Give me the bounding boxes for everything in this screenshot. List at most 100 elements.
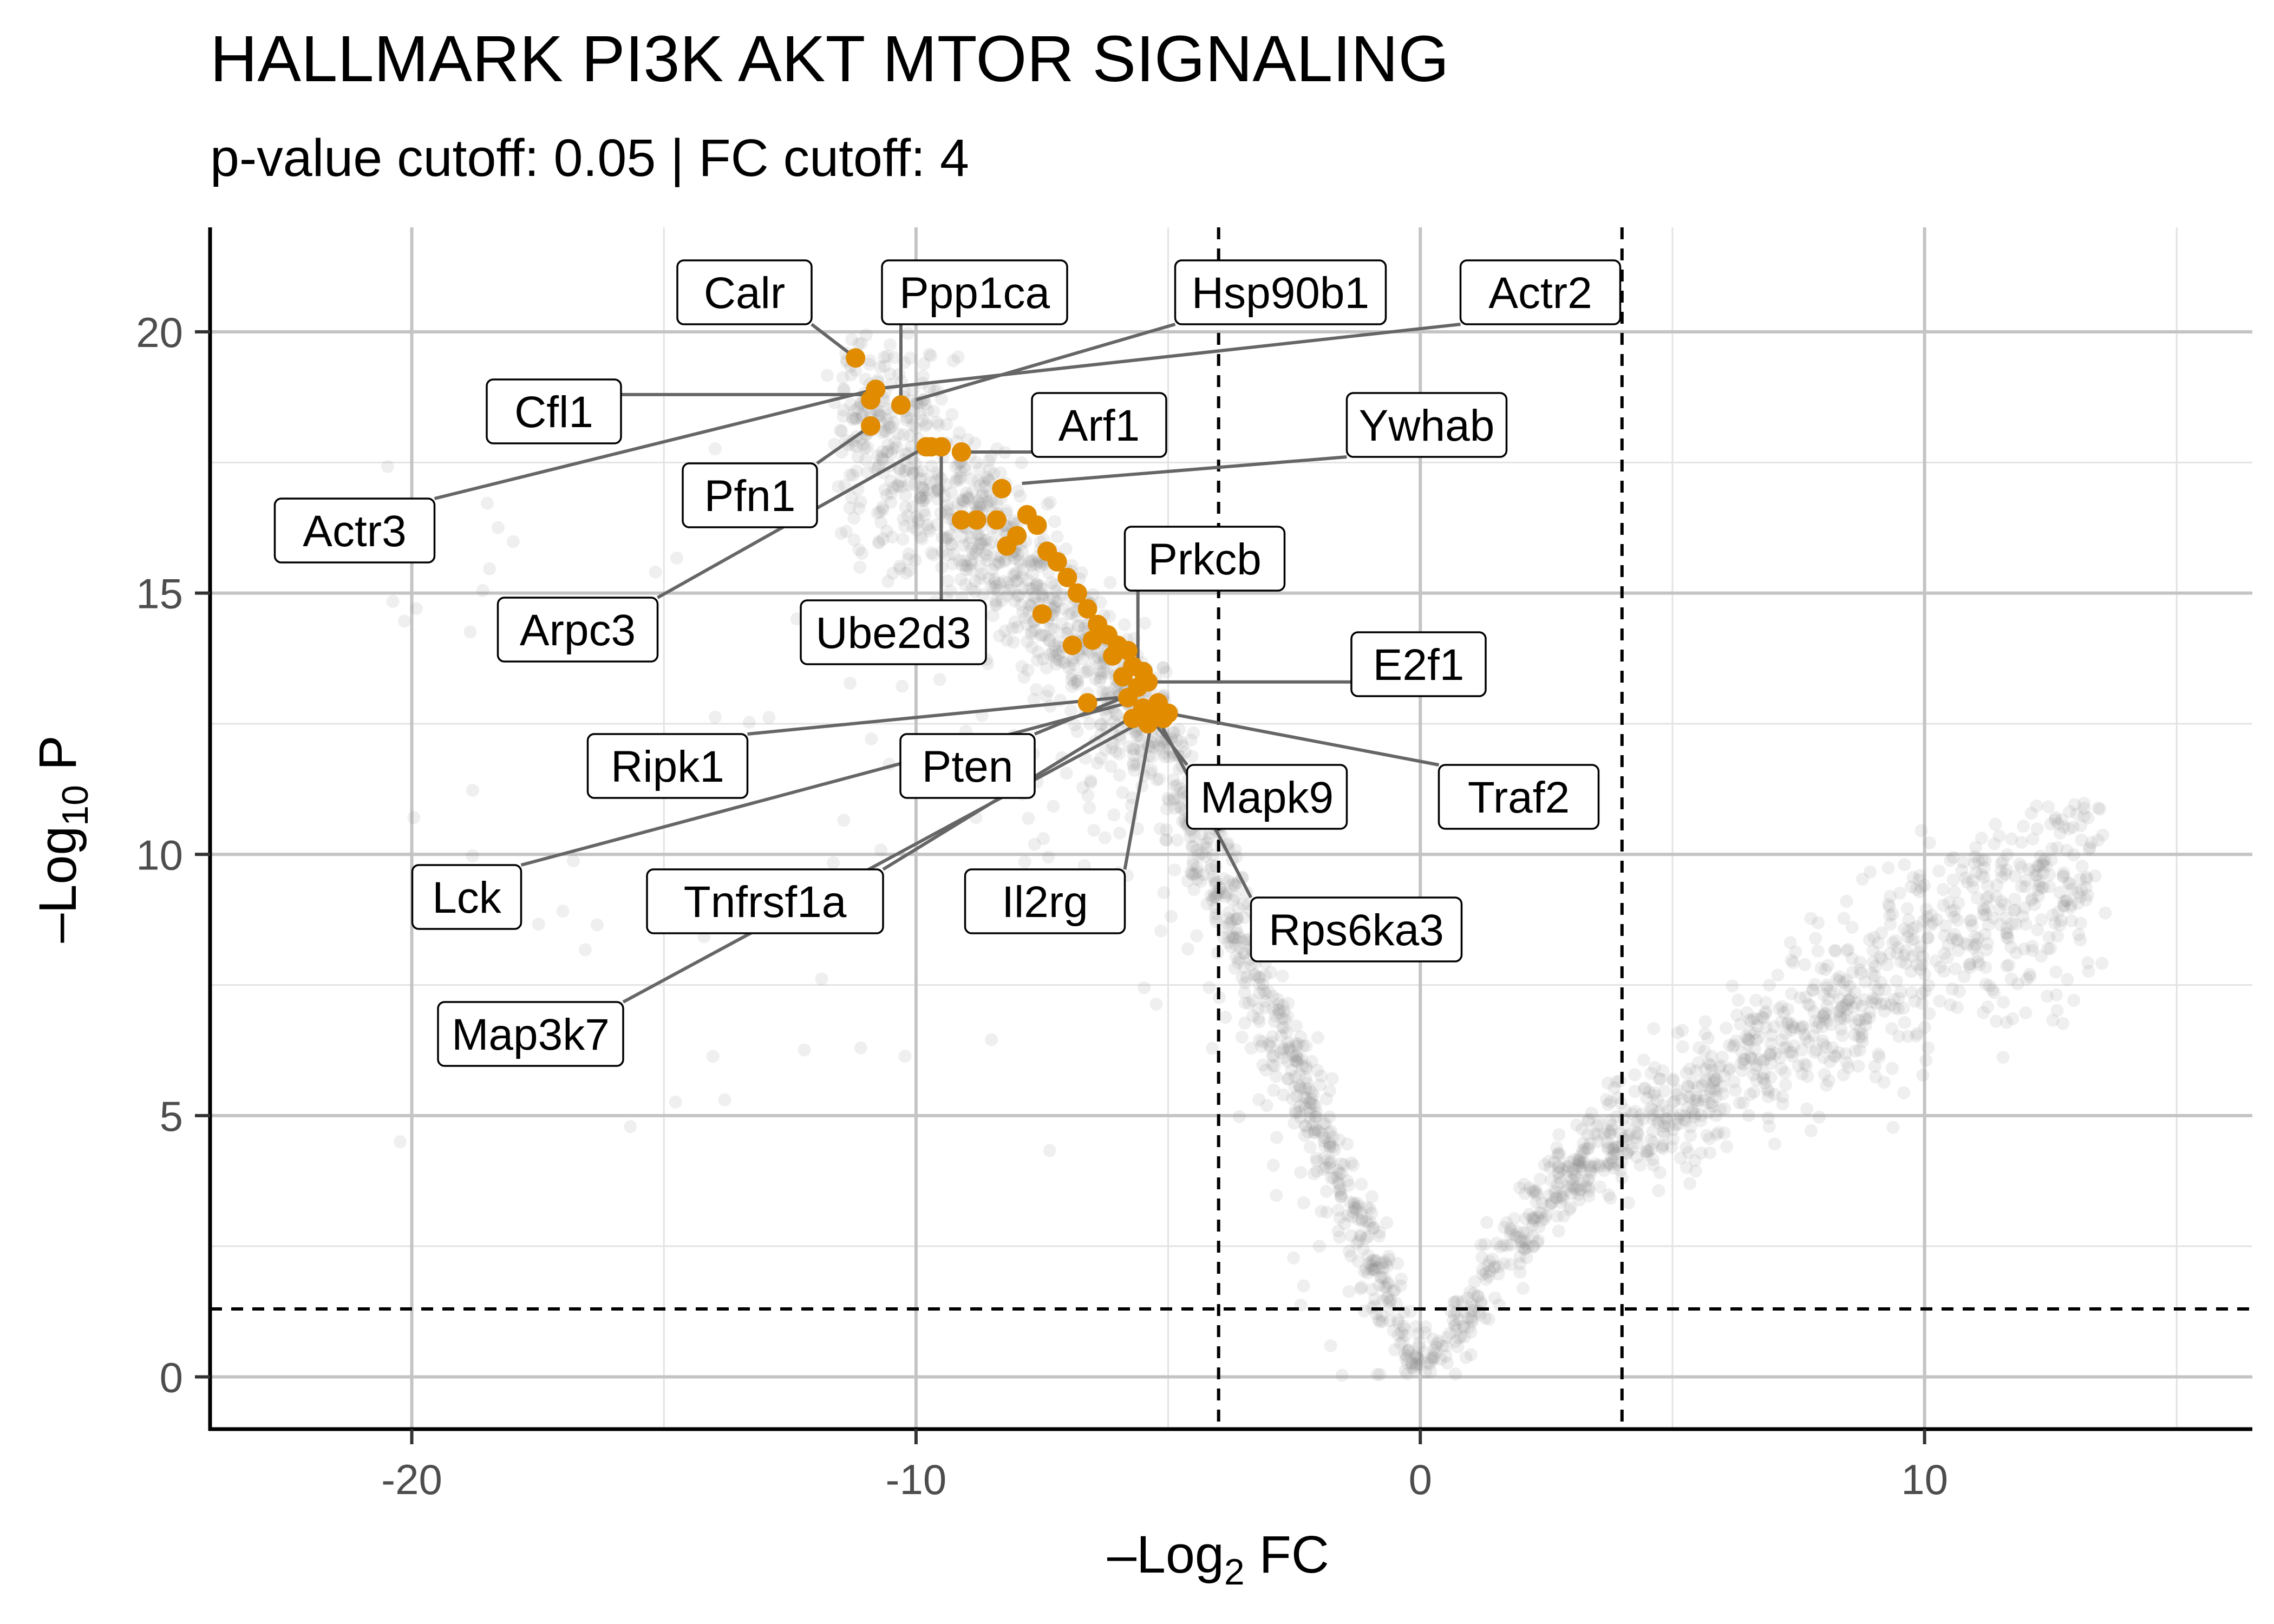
background-point [1192,849,1205,862]
background-point [875,450,889,463]
background-point [871,506,884,520]
background-point [913,491,927,505]
background-point [1168,793,1181,806]
background-point [1101,685,1115,699]
background-point [1259,1063,1272,1077]
background-point [1292,1105,1306,1119]
background-point [1397,1319,1410,1333]
background-point [1018,611,1032,624]
background-point [1689,1064,1703,1078]
background-point [890,440,904,454]
background-point [1160,823,1173,837]
background-point [1820,1079,1833,1092]
background-point [1205,859,1218,872]
background-point [1607,1147,1620,1161]
background-point [1839,984,1853,998]
background-point [1381,1278,1395,1291]
background-point [1734,1017,1747,1031]
background-point [2049,965,2063,979]
background-point [1520,1225,1534,1239]
background-point [1264,966,1277,979]
chart-title: HALLMARK PI3K AKT MTOR SIGNALING [210,22,1449,95]
background-point [988,575,1002,589]
background-point [1056,656,1069,669]
background-point [2096,828,2109,842]
background-point [1310,1151,1323,1165]
background-point [966,484,979,498]
gene-label: Arpc3 [496,597,659,663]
x-axis-title-subscript: 2 [1224,1551,1245,1593]
background-point [1312,1124,1325,1138]
background-point [1346,1205,1360,1219]
background-point [1062,661,1076,675]
background-point [883,338,897,351]
background-point [1559,1184,1573,1197]
background-point [1041,497,1054,511]
background-point [888,436,902,449]
background-point [1919,984,1932,998]
background-point [1352,1234,1365,1248]
background-point [1076,652,1089,666]
background-point [1305,1055,1318,1068]
background-point [1365,1254,1378,1268]
background-point [909,456,922,470]
background-point [1224,940,1238,954]
background-point [1276,999,1290,1012]
background-point [1785,987,1798,1000]
background-point [964,562,977,576]
background-point [993,577,1007,591]
background-point [1270,1189,1283,1202]
background-point [1226,929,1239,942]
x-axis-title-prefix: –Log [1107,1525,1224,1584]
background-point [1613,1164,1627,1177]
background-point [2015,836,2028,849]
background-point [1186,854,1200,867]
background-point [1913,869,1926,882]
background-point [965,582,978,595]
background-point [1262,985,1276,999]
background-point [916,369,930,383]
background-point [1165,909,1178,923]
background-point [1228,878,1241,892]
background-point [1347,1158,1360,1172]
background-point [1299,1059,1313,1073]
background-point [1138,981,1151,994]
background-point [669,1095,682,1109]
background-point [906,383,920,397]
background-point [1007,514,1021,528]
background-point [1357,1265,1371,1278]
background-point [1778,1066,1792,1079]
background-point [1017,671,1031,684]
background-point [1071,675,1084,688]
background-point [1260,1099,1273,1112]
background-point [1647,1021,1661,1035]
background-point [1277,1004,1291,1018]
background-point [1103,576,1117,590]
gene-label-text: E2f1 [1373,640,1465,690]
y-tick-label: 10 [136,831,183,879]
background-point [995,594,1009,607]
background-point [917,483,930,497]
background-point [847,533,861,547]
background-point [1282,1042,1296,1056]
background-point [1369,1307,1383,1321]
background-point [1898,948,1911,962]
background-point [1527,1240,1540,1253]
background-point [885,486,898,500]
background-point [1295,1052,1308,1065]
background-point [1166,726,1180,740]
background-point [955,559,969,572]
background-point [1354,1230,1368,1243]
background-point [1252,1093,1266,1106]
background-point [706,1050,720,1063]
background-point [980,549,994,562]
background-point [1067,652,1080,665]
background-point [1930,913,1944,927]
background-point [1899,957,1912,970]
background-point [1652,1072,1666,1086]
background-point [1370,1368,1384,1381]
background-point [1294,1030,1308,1044]
background-point [973,497,987,510]
background-point [899,566,913,580]
